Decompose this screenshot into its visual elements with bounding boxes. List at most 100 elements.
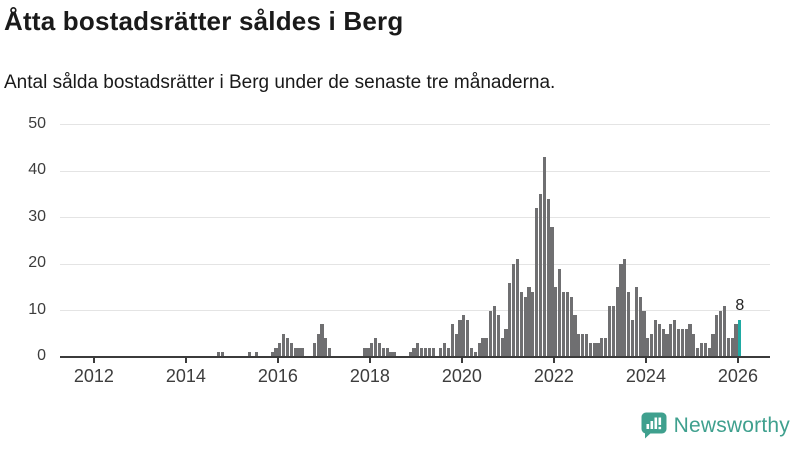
bar — [220, 352, 224, 357]
bar — [508, 282, 512, 357]
bar — [558, 268, 562, 357]
bar — [661, 329, 665, 357]
bar — [515, 259, 520, 357]
bar — [653, 319, 658, 357]
x-tick-2022 — [552, 358, 555, 363]
gridline-y-20 — [60, 263, 770, 265]
bar — [519, 291, 523, 357]
bar — [285, 338, 290, 357]
bar — [634, 287, 638, 357]
bar — [423, 347, 428, 357]
bar — [458, 319, 462, 357]
newsworthy-logo: Newsworthy — [641, 412, 790, 439]
bar — [531, 291, 535, 357]
chart-subtitle: Antal sålda bostadsrätter i Berg under d… — [4, 72, 556, 93]
bar-highlighted-latest — [738, 319, 742, 357]
bar — [370, 343, 374, 357]
x-tick-2020 — [460, 358, 463, 363]
bar — [623, 259, 627, 357]
x-tick-label-2020: 2020 — [441, 366, 482, 386]
bar — [554, 287, 558, 357]
bar — [588, 343, 592, 357]
plot-area: 8 — [60, 124, 770, 357]
x-tick-2024 — [644, 358, 647, 363]
bar — [385, 347, 389, 357]
bar — [722, 305, 727, 357]
x-tick-2016 — [276, 358, 279, 363]
bar — [642, 310, 646, 357]
bar — [324, 338, 328, 357]
bar — [416, 343, 420, 357]
gridline-y-40 — [60, 170, 770, 172]
bar — [688, 324, 692, 357]
x-tick-label-2012: 2012 — [73, 366, 114, 386]
x-tick-label-2014: 2014 — [165, 366, 206, 386]
bar — [715, 315, 719, 357]
bar — [561, 291, 566, 357]
bar — [496, 315, 500, 357]
bar — [535, 208, 539, 357]
bar — [650, 333, 654, 357]
bar — [439, 347, 443, 357]
x-tick-2026 — [736, 358, 739, 363]
x-tick-label-2026: 2026 — [717, 366, 758, 386]
bar — [619, 264, 623, 357]
bar — [431, 347, 435, 357]
y-tick-label-20: 20 — [28, 254, 46, 271]
bar — [278, 343, 282, 357]
bar — [703, 343, 707, 357]
bar — [274, 347, 278, 357]
bar — [573, 315, 577, 357]
bar — [630, 319, 635, 357]
bar — [377, 343, 382, 357]
x-axis-line — [60, 356, 770, 358]
bar — [504, 329, 508, 357]
x-tick-label-2016: 2016 — [257, 366, 298, 386]
newsworthy-icon — [641, 412, 667, 439]
bar — [565, 291, 569, 357]
bar — [481, 338, 485, 357]
bar — [577, 333, 581, 357]
bar — [216, 352, 221, 357]
gridline-y-10 — [60, 310, 770, 311]
bar — [362, 347, 366, 357]
bar — [538, 194, 543, 357]
bar — [473, 352, 477, 357]
bar — [293, 347, 297, 357]
bar — [297, 347, 301, 357]
bar — [581, 333, 585, 357]
bar — [604, 338, 608, 357]
bar — [638, 296, 642, 357]
bar — [596, 343, 600, 357]
bar — [381, 347, 385, 357]
y-tick-label-0: 0 — [37, 347, 46, 364]
bar — [657, 324, 661, 357]
bar — [328, 347, 332, 357]
x-tick-label-2018: 2018 — [349, 366, 390, 386]
bar — [282, 333, 286, 357]
gridline-y-30 — [60, 217, 770, 218]
bar — [469, 347, 474, 357]
bar — [696, 347, 700, 357]
latest-value-label: 8 — [735, 296, 745, 314]
bar — [320, 324, 324, 357]
bar — [627, 291, 631, 357]
bar — [466, 319, 470, 357]
bar — [289, 343, 293, 357]
bar — [692, 333, 696, 357]
bar — [569, 296, 573, 357]
bar — [730, 338, 734, 357]
bar — [684, 329, 688, 357]
bar — [446, 347, 451, 357]
bar — [550, 226, 554, 357]
bar — [527, 287, 531, 357]
chart-title: Åtta bostadsrätter såldes i Berg — [4, 6, 404, 36]
bar — [485, 338, 489, 357]
gridline-y-50 — [60, 124, 770, 125]
bar — [316, 333, 320, 357]
x-tick-2012 — [92, 358, 95, 363]
bar — [546, 198, 550, 357]
bar — [443, 343, 447, 357]
bar — [255, 352, 259, 357]
